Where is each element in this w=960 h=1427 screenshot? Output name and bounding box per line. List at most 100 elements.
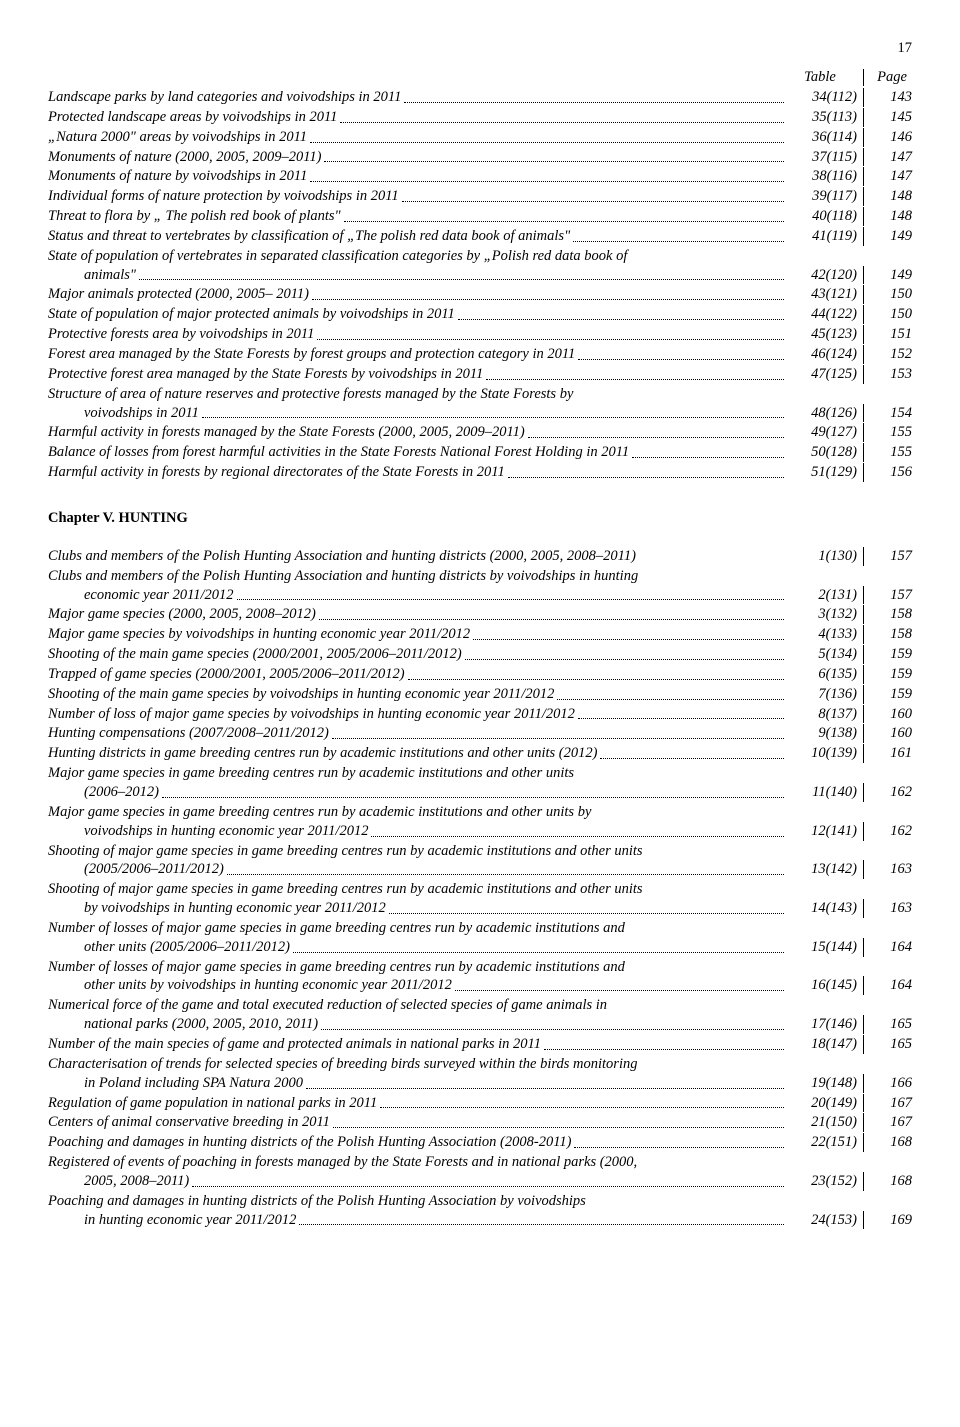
toc-entry: Poaching and damages in hunting district…	[48, 1133, 912, 1152]
toc-entry-title: Number of the main species of game and p…	[48, 1035, 541, 1054]
toc-entry-table-num: 42(120)	[787, 266, 863, 285]
toc-entry-title-line1: Numerical force of the game and total ex…	[48, 996, 787, 1015]
toc-entry: Protective forest area managed by the St…	[48, 365, 912, 384]
toc-entry-page-num: 155	[863, 423, 912, 442]
toc-entry-table-num: 11(140)	[787, 783, 863, 802]
toc-entry-title-line2: national parks (2000, 2005, 2010, 2011)	[48, 1015, 318, 1034]
toc-entry: Structure of area of nature reserves and…	[48, 385, 912, 423]
toc-section-1: Landscape parks by land categories and v…	[48, 88, 912, 482]
toc-entry-table-num: 23(152)	[787, 1172, 863, 1191]
toc-entry-page-num: 158	[863, 625, 912, 644]
toc-entry-table-num: 24(153)	[787, 1211, 863, 1230]
toc-entry-table-num: 49(127)	[787, 423, 863, 442]
toc-entry-page-num: 152	[863, 345, 912, 364]
toc-entry: Landscape parks by land categories and v…	[48, 88, 912, 107]
toc-entry-table-num: 5(134)	[787, 645, 863, 664]
toc-entry-title: Protective forests area by voivodships i…	[48, 325, 314, 344]
toc-entry-page-num: 148	[863, 187, 912, 206]
toc-entry-table-num: 35(113)	[787, 108, 863, 127]
toc-entry-title-line2: 2005, 2008–2011)	[48, 1172, 189, 1191]
toc-entry-table-num: 22(151)	[787, 1133, 863, 1152]
toc-entry-table-num: 12(141)	[787, 822, 863, 841]
toc-entry-page-num: 146	[863, 128, 912, 147]
toc-entry: State of population of major protected a…	[48, 305, 912, 324]
toc-entry-title: Centers of animal conservative breeding …	[48, 1113, 330, 1132]
toc-entry-table-num: 3(132)	[787, 605, 863, 624]
toc-entry-page-num: 168	[863, 1172, 912, 1191]
toc-entry-page-num: 147	[863, 167, 912, 186]
toc-entry: Shooting of the main game species (2000/…	[48, 645, 912, 664]
toc-entry-title: Threat to flora by „ The polish red book…	[48, 207, 341, 226]
page-number: 17	[48, 40, 912, 57]
toc-entry-page-num: 167	[863, 1113, 912, 1132]
toc-entry-page-num: 145	[863, 108, 912, 127]
toc-entry-page-num: 149	[863, 266, 912, 285]
toc-entry-title: Balance of losses from forest harmful ac…	[48, 443, 629, 462]
toc-entry-page-num: 153	[863, 365, 912, 384]
toc-entry: Shooting of major game species in game b…	[48, 842, 912, 880]
toc-entry-title: Number of loss of major game species by …	[48, 705, 575, 724]
toc-entry-table-num: 10(139)	[787, 744, 863, 763]
toc-entry-table-num: 18(147)	[787, 1035, 863, 1054]
toc-entry: Major game species (2000, 2005, 2008–201…	[48, 605, 912, 624]
toc-entry-table-num: 34(112)	[787, 88, 863, 107]
toc-entry-title: Shooting of the main game species (2000/…	[48, 645, 462, 664]
toc-entry-title: Shooting of the main game species by voi…	[48, 685, 554, 704]
toc-entry-table-num: 21(150)	[787, 1113, 863, 1132]
toc-entry-table-num: 19(148)	[787, 1074, 863, 1093]
toc-entry-page-num: 161	[863, 744, 912, 763]
toc-entry-page-num: 150	[863, 285, 912, 304]
toc-entry-table-num: 51(129)	[787, 463, 863, 482]
toc-entry-table-num: 44(122)	[787, 305, 863, 324]
toc-entry-title: Regulation of game population in nationa…	[48, 1094, 377, 1113]
toc-entry: Major game species in game breeding cent…	[48, 803, 912, 841]
toc-entry-title-line1: Major game species in game breeding cent…	[48, 803, 787, 822]
toc-entry-page-num: 164	[863, 976, 912, 995]
toc-entry-page-num: 157	[863, 547, 912, 566]
toc-entry-table-num: 7(136)	[787, 685, 863, 704]
toc-entry-page-num: 148	[863, 207, 912, 226]
toc-entry-title-line2: voivodships in 2011	[48, 404, 199, 423]
toc-entry-title: Forest area managed by the State Forests…	[48, 345, 575, 364]
toc-entry: State of population of vertebrates in se…	[48, 247, 912, 285]
toc-entry-table-num: 47(125)	[787, 365, 863, 384]
toc-entry-title: Clubs and members of the Polish Hunting …	[48, 547, 636, 566]
toc-entry-page-num: 166	[863, 1074, 912, 1093]
toc-entry-page-num: 167	[863, 1094, 912, 1113]
toc-entry-title-line2: in Poland including SPA Natura 2000	[48, 1074, 303, 1093]
toc-entry-title-line1: Poaching and damages in hunting district…	[48, 1192, 787, 1211]
toc-entry-page-num: 154	[863, 404, 912, 423]
toc-entry-title-line1: Shooting of major game species in game b…	[48, 880, 787, 899]
toc-entry-title-line2: in hunting economic year 2011/2012	[48, 1211, 296, 1230]
toc-entry-page-num: 159	[863, 685, 912, 704]
toc-entry-page-num: 163	[863, 899, 912, 918]
toc-entry: Poaching and damages in hunting district…	[48, 1192, 912, 1230]
toc-entry-title: Harmful activity in forests by regional …	[48, 463, 505, 482]
toc-entry: Major game species by voivodships in hun…	[48, 625, 912, 644]
toc-entry-page-num: 157	[863, 586, 912, 605]
toc-section-2: Clubs and members of the Polish Hunting …	[48, 547, 912, 1230]
toc-entry: Regulation of game population in nationa…	[48, 1094, 912, 1113]
toc-entry-table-num: 39(117)	[787, 187, 863, 206]
toc-entry: Hunting compensations (2007/2008–2011/20…	[48, 724, 912, 743]
toc-entry-page-num: 155	[863, 443, 912, 462]
toc-entry-page-num: 163	[863, 860, 912, 879]
toc-entry-title-line1: Number of losses of major game species i…	[48, 919, 787, 938]
toc-entry-title-line1: Clubs and members of the Polish Hunting …	[48, 567, 787, 586]
toc-entry-title: Poaching and damages in hunting district…	[48, 1133, 571, 1152]
toc-entry-title-line2: (2005/2006–2011/2012)	[48, 860, 224, 879]
toc-entry-page-num: 149	[863, 227, 912, 246]
toc-entry: Hunting districts in game breeding centr…	[48, 744, 912, 763]
toc-entry-title: Major animals protected (2000, 2005– 201…	[48, 285, 309, 304]
toc-entry-table-num: 1(130)	[787, 547, 863, 566]
toc-entry-title: Monuments of nature (2000, 2005, 2009–20…	[48, 148, 321, 167]
toc-entry-table-num: 14(143)	[787, 899, 863, 918]
toc-entry: Number of loss of major game species by …	[48, 705, 912, 724]
toc-entry: Shooting of major game species in game b…	[48, 880, 912, 918]
toc-entry-page-num: 162	[863, 822, 912, 841]
toc-entry-title: „Natura 2000" areas by voivodships in 20…	[48, 128, 307, 147]
toc-entry-table-num: 50(128)	[787, 443, 863, 462]
toc-entry-page-num: 169	[863, 1211, 912, 1230]
toc-entry-title-line2: by voivodships in hunting economic year …	[48, 899, 386, 918]
toc-entry-table-num: 46(124)	[787, 345, 863, 364]
